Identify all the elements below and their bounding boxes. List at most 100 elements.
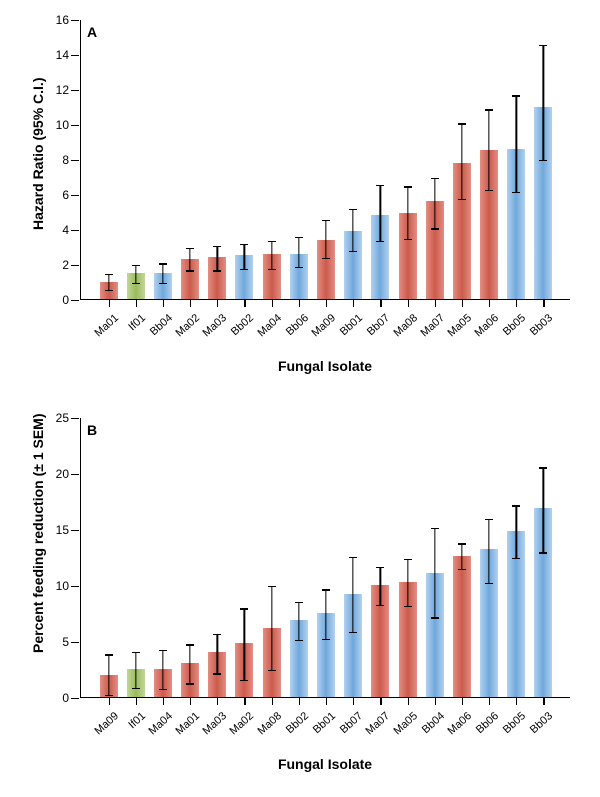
y-tick	[71, 530, 79, 531]
error-cap	[485, 109, 493, 110]
x-tick-label: Bb02	[229, 312, 256, 338]
error-cap	[349, 632, 357, 633]
x-tick-label: Ma03	[201, 312, 229, 339]
x-tick	[136, 697, 137, 705]
x-tick	[435, 299, 436, 307]
x-tick	[489, 299, 490, 307]
error-bar	[488, 519, 489, 583]
error-bar	[271, 241, 272, 269]
error-bar	[516, 95, 517, 191]
error-bar	[461, 123, 462, 198]
x-tick	[353, 299, 354, 307]
error-bar	[244, 608, 245, 680]
x-tick-label: Bb05	[501, 710, 528, 736]
x-tick	[217, 697, 218, 705]
x-tick-label: Ma06	[473, 312, 501, 339]
x-tick	[408, 697, 409, 705]
panel-b: B 0510152025Ma09If01Ma04Ma01Ma03Ma02Ma08…	[0, 398, 600, 797]
x-tick	[462, 697, 463, 705]
y-tick-label: 14	[56, 48, 69, 62]
error-cap	[132, 265, 140, 266]
error-cap	[458, 199, 466, 200]
error-cap	[512, 95, 520, 96]
x-tick-label: Ma07	[418, 312, 446, 339]
x-tick-label: Bb06	[284, 312, 311, 338]
y-tick-label: 15	[56, 523, 69, 537]
x-tick	[543, 299, 544, 307]
error-bar	[162, 650, 163, 689]
error-cap	[159, 283, 167, 284]
x-tick-label: Ma01	[174, 710, 202, 737]
x-tick	[244, 299, 245, 307]
error-cap	[322, 639, 330, 640]
y-tick	[71, 418, 79, 419]
error-cap	[349, 209, 357, 210]
error-cap	[268, 670, 276, 671]
x-tick-label: If01	[126, 312, 148, 333]
panel-a-label: A	[87, 24, 97, 40]
error-bar	[298, 602, 299, 640]
x-tick-label: Ma08	[255, 710, 283, 737]
error-cap	[213, 246, 221, 247]
error-bar	[217, 246, 218, 271]
y-tick	[71, 195, 79, 196]
error-bar	[353, 209, 354, 251]
error-cap	[512, 192, 520, 193]
error-cap	[431, 528, 439, 529]
bar	[453, 556, 471, 697]
error-bar	[353, 557, 354, 632]
error-cap	[186, 248, 194, 249]
error-cap	[159, 689, 167, 690]
x-tick-label: Ma09	[92, 710, 120, 737]
y-tick-label: 8	[62, 153, 69, 167]
y-tick-label: 25	[56, 411, 69, 425]
x-tick	[109, 299, 110, 307]
error-bar	[189, 248, 190, 271]
error-cap	[105, 274, 113, 275]
x-tick	[299, 697, 300, 705]
error-bar	[543, 467, 544, 552]
error-bar	[244, 244, 245, 269]
panel-a-xlabel: Fungal Isolate	[80, 358, 570, 374]
y-tick	[71, 586, 79, 587]
x-tick-label: Ma02	[228, 710, 256, 737]
x-tick	[244, 697, 245, 705]
error-bar	[434, 178, 435, 229]
error-cap	[376, 567, 384, 568]
x-tick	[516, 299, 517, 307]
y-tick	[71, 20, 79, 21]
error-bar	[108, 654, 109, 694]
error-cap	[349, 557, 357, 558]
error-cap	[268, 241, 276, 242]
panel-b-label: B	[87, 422, 97, 438]
error-cap	[458, 569, 466, 570]
error-cap	[240, 269, 248, 270]
y-tick-label: 5	[62, 635, 69, 649]
error-bar	[516, 505, 517, 558]
x-tick-label: Ma05	[391, 710, 419, 737]
error-bar	[543, 45, 544, 161]
error-cap	[186, 683, 194, 684]
x-tick-label: Bb07	[365, 312, 392, 338]
plot-area-a: A 0246810121416Ma01If01Bb04Ma02Ma03Bb02M…	[80, 20, 570, 300]
error-cap	[539, 160, 547, 161]
x-tick	[543, 697, 544, 705]
error-cap	[240, 680, 248, 681]
error-cap	[512, 505, 520, 506]
y-tick-label: 0	[62, 691, 69, 705]
error-bar	[325, 220, 326, 259]
x-tick-label: Bb02	[284, 710, 311, 736]
error-bar	[271, 586, 272, 670]
error-bar	[407, 559, 408, 606]
y-tick	[71, 474, 79, 475]
error-cap	[349, 251, 357, 252]
error-cap	[539, 467, 547, 468]
y-tick-label: 10	[56, 579, 69, 593]
error-cap	[132, 283, 140, 284]
x-tick	[299, 299, 300, 307]
error-cap	[159, 650, 167, 651]
panel-b-ylabel: Percent feeding reduction (± 1 SEM)	[30, 633, 46, 653]
error-bar	[135, 652, 136, 688]
x-tick	[516, 697, 517, 705]
x-tick-label: Ma04	[255, 312, 283, 339]
